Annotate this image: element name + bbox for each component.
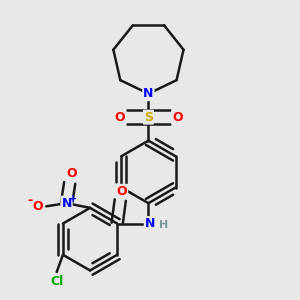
Text: +: + [69,194,77,204]
Text: O: O [66,167,76,180]
Text: O: O [116,185,127,198]
Text: N: N [143,87,154,100]
Text: O: O [172,111,183,124]
Text: H: H [159,220,168,230]
Text: O: O [32,200,43,213]
Text: O: O [114,111,125,124]
Text: S: S [144,111,153,124]
Text: Cl: Cl [50,275,63,288]
Text: N: N [145,217,155,230]
Text: N: N [61,197,72,210]
Text: -: - [27,194,32,207]
